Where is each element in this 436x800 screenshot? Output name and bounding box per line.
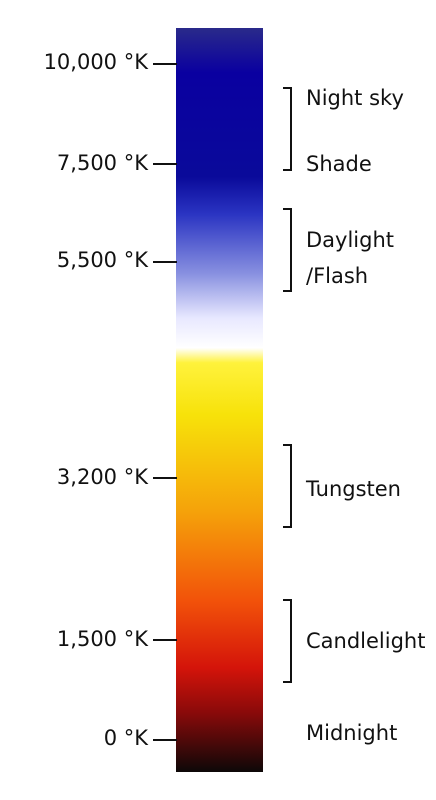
tick-label-1500: 1,500 °K [56,627,148,651]
range-label-night-sky: Night sky [306,86,404,110]
tick-label-0: 0 °K [103,726,148,750]
range-label-shade: Shade [306,152,372,176]
range-label-candlelight: Candlelight [306,629,426,653]
range-label-flash: /Flash [306,264,369,288]
tick-mark-7500 [153,163,177,165]
tick-mark-10000 [153,63,177,65]
color-temperature-bar [176,28,263,772]
range-label-tungsten: Tungsten [306,477,401,501]
tick-mark-5500 [153,261,177,263]
range-label-midnight: Midnight [306,721,398,745]
bracket-night-sky-shade [283,87,292,171]
tick-label-7500: 7,500 °K [56,151,148,175]
tick-mark-3200 [153,477,177,479]
bracket-daylight-flash [283,208,292,292]
tick-label-3200: 3,200 °K [56,465,148,489]
tick-mark-0 [153,739,177,741]
tick-mark-1500 [153,639,177,641]
bracket-candlelight [283,599,292,683]
tick-label-10000: 10,000 °K [43,50,148,74]
bracket-tungsten [283,444,292,528]
range-label-daylight: Daylight [306,228,395,252]
tick-label-5500: 5,500 °K [56,248,148,272]
